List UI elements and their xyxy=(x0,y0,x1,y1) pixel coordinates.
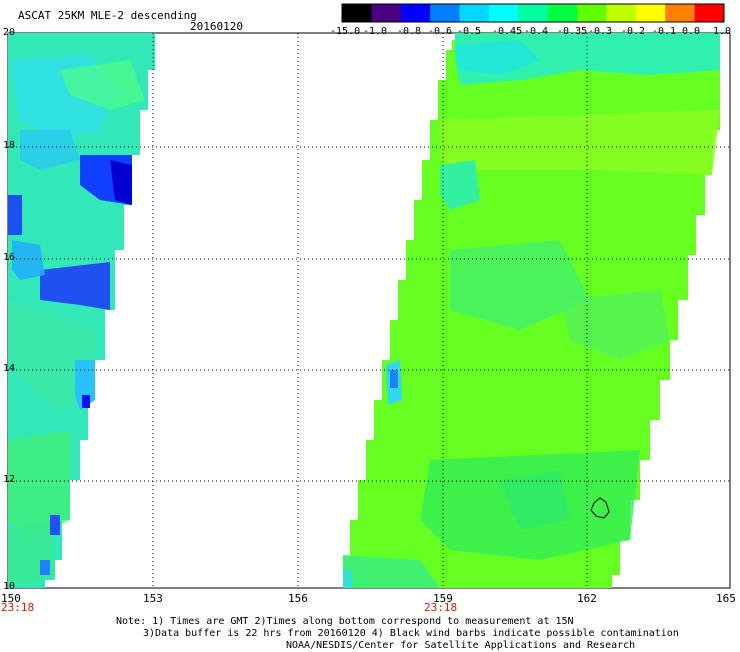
colorbar-label: -0.1 xyxy=(652,26,677,37)
lon-label-153: 153 xyxy=(143,592,163,605)
lon-label-159: 159 xyxy=(433,592,453,605)
map-title: ASCAT 25KM MLE-2 descending xyxy=(18,9,197,22)
lat-label-10: 10 xyxy=(3,581,16,592)
lat-label-20: 20 xyxy=(3,27,16,38)
note-line-2: 3)Data buffer is 22 hrs from 20160120 4)… xyxy=(143,628,679,639)
colorbar-label: -0.8 xyxy=(397,26,422,37)
colorbar-label: -1.0 xyxy=(363,26,388,37)
colorbar-segment xyxy=(342,4,372,22)
colorbar-label: -0.6 xyxy=(428,26,453,37)
colorbar-segment xyxy=(518,4,549,22)
grid-lines xyxy=(8,33,730,588)
colorbar-label: 1.0 xyxy=(713,26,732,37)
colorbar-segment xyxy=(606,4,637,22)
colorbar-label: -15.0 xyxy=(330,26,361,37)
colorbar-segment xyxy=(400,4,431,22)
lat-label-16: 16 xyxy=(3,252,16,263)
lon-label-162: 162 xyxy=(577,592,597,605)
swath-time-left: 23:18 xyxy=(1,601,35,614)
lat-label-12: 12 xyxy=(3,474,16,485)
colorbar-segment xyxy=(694,4,725,22)
colorbar-label: -0.35 xyxy=(557,26,588,37)
colorbar-segment xyxy=(459,4,490,22)
colorbar-segment xyxy=(577,4,607,22)
right-swath xyxy=(343,33,720,588)
colorbar-segment xyxy=(430,4,461,22)
map-date: 20160120 xyxy=(190,20,243,33)
colorbar-label: -0.3 xyxy=(588,26,613,37)
colorbar-label: -0.4 xyxy=(524,26,549,37)
note-line-3: NOAA/NESDIS/Center for Satellite Applica… xyxy=(286,640,636,651)
colorbar-segment xyxy=(371,4,402,22)
lon-label-165: 165 xyxy=(716,592,736,605)
colorbar-segment xyxy=(547,4,578,22)
lat-label-18: 18 xyxy=(3,140,16,151)
lon-label-156: 156 xyxy=(288,592,308,605)
lat-label-14: 14 xyxy=(3,363,16,374)
colorbar-frame xyxy=(341,3,725,23)
colorbar-label: -0.5 xyxy=(457,26,482,37)
colorbar-label: -0.2 xyxy=(621,26,646,37)
note-line-1: Note: 1) Times are GMT 2)Times along bot… xyxy=(116,616,574,627)
colorbar-segment xyxy=(635,4,666,22)
contamination-wind-barb-outline xyxy=(590,497,610,519)
colorbar-label: 0.0 xyxy=(682,26,701,37)
left-swath xyxy=(8,33,155,588)
colorbar xyxy=(342,4,725,22)
colorbar-segment xyxy=(488,4,519,22)
swath-time-right: 23:18 xyxy=(424,601,458,614)
colorbar-segment xyxy=(665,4,696,22)
colorbar-label: -0.45 xyxy=(492,26,523,37)
lon-label-150: 150 xyxy=(1,592,21,605)
